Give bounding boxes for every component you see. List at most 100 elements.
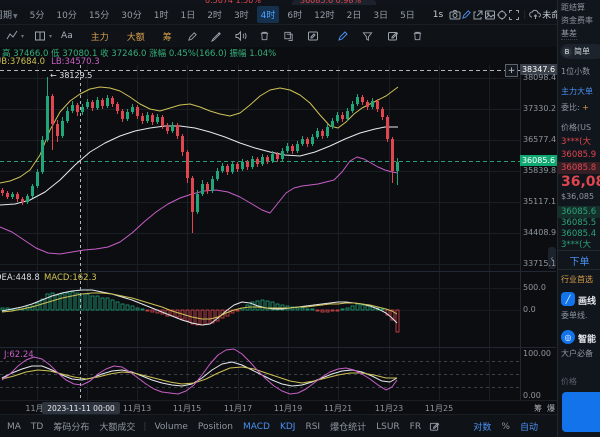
- promo2-title[interactable]: 智能: [578, 335, 597, 345]
- draw-order-promo-icon: ╱: [561, 292, 575, 306]
- cloud-upload-icon[interactable]: [529, 8, 542, 22]
- liquidation-marker[interactable]: 爆: [547, 404, 555, 413]
- main-force-button[interactable]: 主力: [90, 32, 109, 43]
- export-icon[interactable]: [472, 8, 484, 22]
- decimals-select[interactable]: 1位小数: [561, 67, 591, 76]
- chips-marker[interactable]: 筹: [534, 404, 542, 413]
- price-tick-35117.1: 35117.1: [523, 197, 557, 206]
- main-orders-tab[interactable]: 主力大单: [561, 87, 593, 96]
- timeframe-30分[interactable]: 30分: [121, 11, 142, 21]
- trash-icon[interactable]: [410, 29, 426, 43]
- active-pencil-icon[interactable]: [335, 29, 351, 43]
- date-tick: 11月21: [323, 404, 353, 413]
- target-icon[interactable]: [496, 8, 508, 22]
- bid-row[interactable]: 36085.4: [561, 229, 597, 239]
- tick-interval-button[interactable]: 1s: [432, 9, 444, 20]
- indicator-edit-icon[interactable]: [426, 420, 442, 434]
- timeframe-1日[interactable]: 1日: [180, 11, 196, 21]
- timeframe-2时[interactable]: 2时: [207, 11, 222, 21]
- indicator-Position[interactable]: Position: [197, 421, 233, 432]
- date-tick: 11月9: [25, 404, 49, 413]
- line-tool-icon[interactable]: [4, 29, 20, 43]
- last-price-big: 36,085.6: [561, 174, 600, 190]
- timeframe-12时[interactable]: 12时: [314, 11, 335, 21]
- promo1-subtitle: 委单线.: [561, 311, 588, 320]
- layout-name[interactable]: 未命名: [542, 11, 570, 21]
- ask-row[interactable]: 3***(大: [561, 137, 591, 147]
- indicator-TD[interactable]: TD: [30, 421, 44, 432]
- indicator-LSUR[interactable]: LSUR: [376, 421, 400, 432]
- alert-sound-icon[interactable]: [233, 29, 249, 43]
- timeframe-10分[interactable]: 10分: [56, 11, 77, 21]
- chips-button[interactable]: 筹: [162, 32, 172, 43]
- timeframe-15分[interactable]: 15分: [88, 11, 110, 21]
- sidebar-collapse-handle[interactable]: ‹: [548, 247, 556, 269]
- camera-icon[interactable]: [449, 8, 461, 22]
- timeframe-4时[interactable]: 4时: [256, 6, 280, 23]
- indicator-Volume[interactable]: Volume: [154, 421, 188, 432]
- scale-%[interactable]: %: [501, 421, 510, 432]
- indicator-FR[interactable]: FR: [409, 421, 422, 432]
- trash-icon[interactable]: [257, 29, 273, 43]
- panes-layout-icon[interactable]: [32, 29, 48, 43]
- period-label: 周期: [0, 11, 13, 21]
- sidebar-action-button[interactable]: [562, 392, 600, 432]
- draw-pencil-icon[interactable]: [461, 8, 472, 22]
- weibi-label: 委比: +: [561, 102, 589, 113]
- macd-value-readout: MACD:162.3: [44, 273, 97, 283]
- indicator-大额成交[interactable]: 大额成交: [99, 423, 136, 433]
- image-icon[interactable]: [484, 8, 496, 22]
- text-tool-button[interactable]: Aa: [61, 31, 73, 41]
- ohlc-readout: 高 37466.0 低 37080.1 收 37246.0 涨幅 0.45%(1…: [2, 49, 277, 59]
- place-order-button[interactable]: 下单: [558, 250, 600, 270]
- scale-自动[interactable]: 自动: [519, 423, 538, 433]
- macd-dea-readout: DEA:448.8: [0, 273, 40, 283]
- period-dropdown[interactable]: 周期▼: [0, 6, 22, 23]
- b-circle-icon: B: [562, 46, 572, 57]
- price-tick-34408.9: 34408.9: [523, 228, 557, 237]
- indicator-MACD[interactable]: MACD: [242, 421, 270, 432]
- indicator-items: MA TD 筹码分布 大额成交 | Volume Position MACD KDJ RSI 爆仓统…: [2, 420, 426, 434]
- bid-row[interactable]: 3***(大: [561, 240, 591, 250]
- indicator-toolbar: MA TD 筹码分布 大额成交 | Volume Position MACD KDJ RSI 爆仓统…: [0, 414, 557, 437]
- indicator-RSI[interactable]: RSI: [305, 421, 321, 432]
- large-order-button[interactable]: 大额: [126, 32, 145, 43]
- ask-row[interactable]: 36085.8: [558, 162, 600, 174]
- scale-对数[interactable]: 对数: [473, 423, 492, 433]
- brush-tool-icon[interactable]: [209, 29, 225, 43]
- fullscreen-icon[interactable]: [508, 8, 520, 22]
- indicator-筹码分布[interactable]: 筹码分布: [53, 423, 90, 433]
- price-column-header: 价格(US: [561, 123, 592, 132]
- edit-square-icon[interactable]: [385, 29, 401, 43]
- indicator-爆仓统计[interactable]: 爆仓统计: [330, 423, 367, 433]
- bid-row[interactable]: 36085.6: [558, 206, 600, 218]
- timeframe-6时[interactable]: 6时: [287, 11, 303, 21]
- boll-lb-value: LB:34570.3: [51, 57, 100, 67]
- kdj-axis-top: 100.00: [523, 349, 551, 358]
- copy-icon[interactable]: [281, 29, 297, 43]
- bid-row[interactable]: 36085.5: [561, 218, 597, 228]
- add-alert-button[interactable]: +: [505, 64, 518, 77]
- pencil-tool-icon[interactable]: [185, 29, 201, 43]
- settlement-label: 距结算: [561, 3, 585, 12]
- indicator-KDJ[interactable]: KDJ: [279, 421, 296, 432]
- timeframe-2日[interactable]: 2日: [346, 11, 362, 21]
- industry-link[interactable]: 行业首选: [561, 275, 593, 284]
- timeframe-1时[interactable]: 1时: [153, 11, 169, 21]
- ask-row[interactable]: 36085.9: [561, 150, 597, 160]
- chevron-down-icon: ▾: [49, 32, 53, 40]
- timeframe-3时[interactable]: 3时: [233, 11, 249, 21]
- basis-label: 基差: [561, 29, 577, 40]
- timeframe-3日[interactable]: 3日: [373, 11, 389, 21]
- timeframe-5分[interactable]: 5分: [29, 11, 45, 21]
- promo1-title[interactable]: 画线: [578, 297, 597, 307]
- indicator-MA[interactable]: MA: [7, 421, 21, 432]
- timeframe-5日[interactable]: 5日: [400, 11, 415, 21]
- top-peek-bar: 0.5074 1.50% 36085.6 0.98%: [0, 0, 600, 5]
- filter-funnel-icon[interactable]: [360, 29, 376, 43]
- note-edit-icon[interactable]: [305, 29, 321, 43]
- account-badge[interactable]: B 简单: [560, 44, 600, 59]
- promo2-subtitle: 大户必备: [561, 349, 593, 358]
- date-axis[interactable]: 11月9 11月13 11月15 11月17 11月19 11月21 11月23 11月25 …: [0, 400, 557, 415]
